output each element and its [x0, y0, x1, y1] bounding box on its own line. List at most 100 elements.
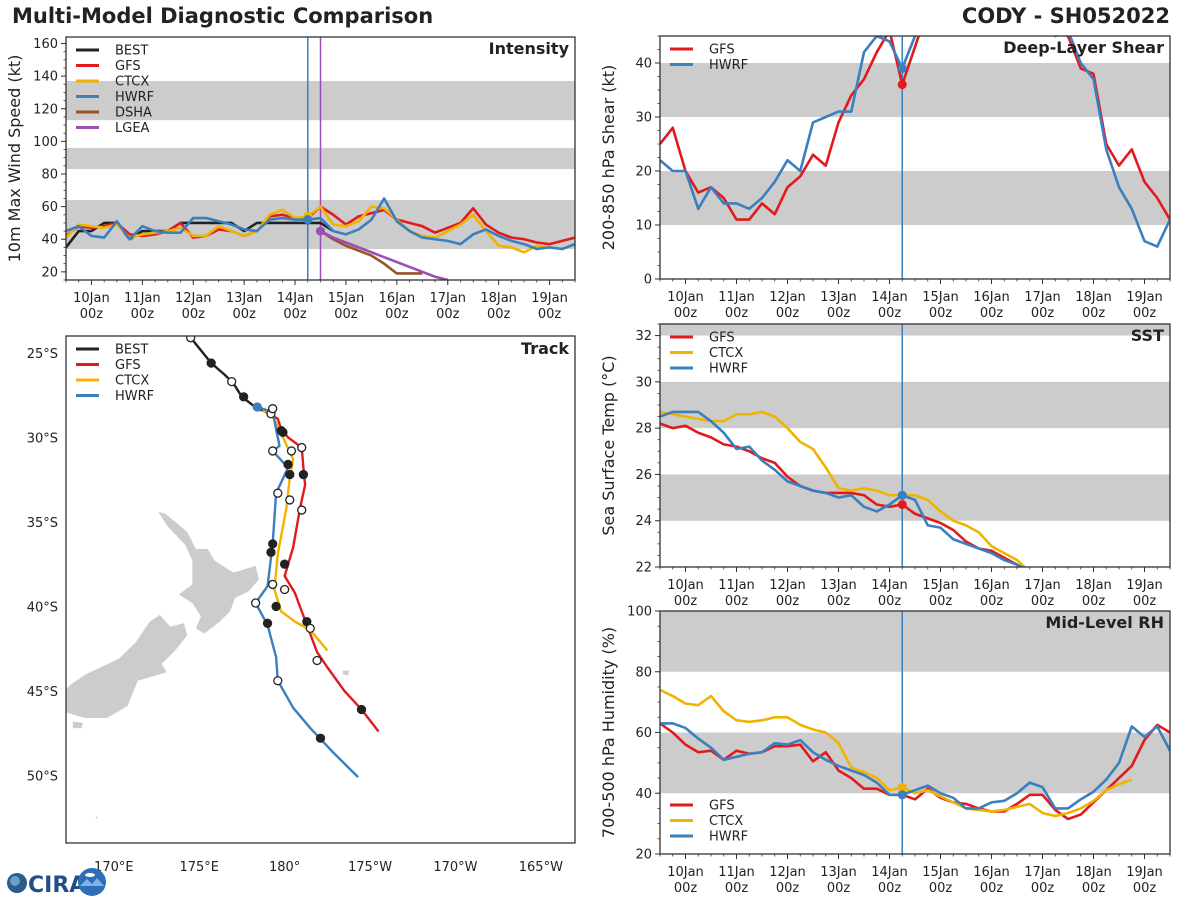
legend-label-hwrf: HWRF — [709, 830, 748, 845]
x-tick-label-date: 12Jan — [769, 865, 806, 880]
legend-label-lgea: LGEA — [115, 121, 150, 136]
series-marker-hwrf — [303, 215, 313, 225]
x-tick-label-hour: 00z — [1031, 594, 1055, 609]
plot-area — [660, 324, 1170, 567]
legend-label-hwrf: HWRF — [709, 58, 748, 73]
lat-tick-label: 30°S — [27, 431, 58, 446]
track-marker-00z — [276, 425, 286, 436]
land-chatham-islands — [342, 670, 350, 676]
track-marker-12z — [268, 579, 278, 590]
series-line-best — [66, 221, 334, 249]
y-tick-label: 30 — [635, 111, 652, 126]
plot-area — [66, 37, 575, 280]
y-tick-label: 160 — [33, 37, 58, 52]
y-tick-label: 22 — [635, 561, 652, 576]
x-tick-label-hour: 00z — [878, 594, 902, 609]
series-line-ctcx — [660, 410, 1027, 567]
y-axis-label: Sea Surface Temp (°C) — [599, 355, 618, 535]
x-tick-label-hour: 00z — [436, 307, 460, 322]
y-tick-label: 26 — [635, 468, 652, 483]
panel-sst: 22242628303210Jan00z11Jan00z12Jan00z13Ja… — [599, 323, 1171, 609]
x-tick-label-date: 17Jan — [1024, 578, 1061, 593]
y-tick-label: 10 — [635, 219, 652, 234]
logo-mountain-icon — [80, 878, 104, 886]
x-tick-label-hour: 00z — [487, 307, 511, 322]
x-tick-label-date: 14Jan — [277, 291, 314, 306]
threshold-band — [660, 63, 1170, 117]
x-tick-label-date: 11Jan — [124, 291, 161, 306]
x-tick-label-date: 11Jan — [718, 865, 755, 880]
series-marker-hwrf — [897, 63, 907, 73]
x-tick-label-date: 14Jan — [871, 578, 908, 593]
x-tick-label-date: 10Jan — [667, 865, 704, 880]
x-tick-label-hour: 00z — [385, 307, 409, 322]
x-tick-label-date: 12Jan — [769, 290, 806, 305]
track-marker-00z — [252, 402, 262, 412]
y-tick-label: 28 — [635, 422, 652, 437]
y-tick-label: 140 — [33, 70, 58, 85]
lon-tick-label: 170°E — [94, 860, 134, 875]
x-tick-label-date: 10Jan — [667, 290, 704, 305]
y-tick-label: 100 — [627, 605, 652, 620]
x-tick-label-hour: 00z — [283, 307, 307, 322]
legend-label-dsha: DSHA — [115, 106, 152, 121]
track-marker-00z — [262, 618, 273, 628]
lon-tick-label: 175°E — [179, 860, 219, 875]
y-tick-label: 20 — [41, 265, 58, 280]
x-tick-label-hour: 00z — [827, 881, 851, 896]
y-tick-label: 20 — [635, 165, 652, 180]
panel-title: Track — [521, 339, 569, 358]
x-tick-label-hour: 00z — [232, 307, 256, 322]
logo-text: CIRA — [28, 873, 86, 898]
y-tick-label: 0 — [644, 273, 652, 288]
y-tick-label: 40 — [635, 787, 652, 802]
x-tick-label-date: 17Jan — [1024, 865, 1061, 880]
plot-area — [660, 611, 1170, 854]
legend-label-gfs: GFS — [115, 358, 141, 373]
track-marker-12z — [250, 598, 261, 608]
panel-title: Intensity — [489, 39, 570, 58]
cira-logo: CIRA — [7, 868, 106, 898]
lat-tick-label: 45°S — [27, 685, 58, 700]
track-marker-12z — [285, 495, 295, 505]
x-tick-label-hour: 00z — [878, 306, 902, 321]
x-tick-label-date: 16Jan — [379, 291, 416, 306]
storm-id: CODY - SH052022 — [961, 4, 1170, 28]
legend-label-gfs: GFS — [709, 799, 735, 814]
x-tick-label-date: 13Jan — [820, 865, 857, 880]
series-line-hwrf — [660, 410, 1024, 567]
x-tick-label-hour: 00z — [980, 594, 1004, 609]
series-line-gfs — [660, 422, 1024, 567]
legend-label-best: BEST — [115, 343, 148, 358]
lon-tick-label: 170°W — [433, 860, 477, 875]
map-frame — [65, 335, 576, 844]
series-line-dsha — [319, 229, 423, 275]
lon-tick-label: 175°W — [348, 860, 392, 875]
x-tick-label-date: 10Jan — [667, 578, 704, 593]
land-north-island — [158, 511, 260, 634]
y-tick-label: 80 — [41, 167, 58, 182]
track-marker-00z — [206, 358, 216, 368]
x-tick-label-hour: 00z — [929, 306, 953, 321]
x-tick-label-date: 19Jan — [1126, 865, 1163, 880]
y-tick-label: 60 — [635, 726, 652, 741]
x-tick-label-date: 15Jan — [922, 865, 959, 880]
x-tick-label-date: 12Jan — [769, 578, 806, 593]
x-tick-label-hour: 00z — [538, 307, 562, 322]
legend-label-ctcx: CTCX — [115, 374, 149, 389]
legend-label-gfs: GFS — [709, 43, 735, 58]
x-tick-label-hour: 00z — [80, 307, 104, 322]
track-marker-12z — [273, 488, 283, 498]
x-tick-label-date: 19Jan — [531, 291, 568, 306]
lat-tick-label: 40°S — [27, 600, 58, 615]
y-tick-label: 32 — [635, 329, 652, 344]
x-tick-label-hour: 00z — [1082, 594, 1106, 609]
x-tick-label-hour: 00z — [1133, 881, 1157, 896]
land-south-island — [66, 614, 188, 718]
panel-title: Deep-Layer Shear — [1003, 38, 1164, 57]
lat-tick-label: 50°S — [27, 769, 58, 784]
series-marker-gfs — [897, 500, 907, 510]
